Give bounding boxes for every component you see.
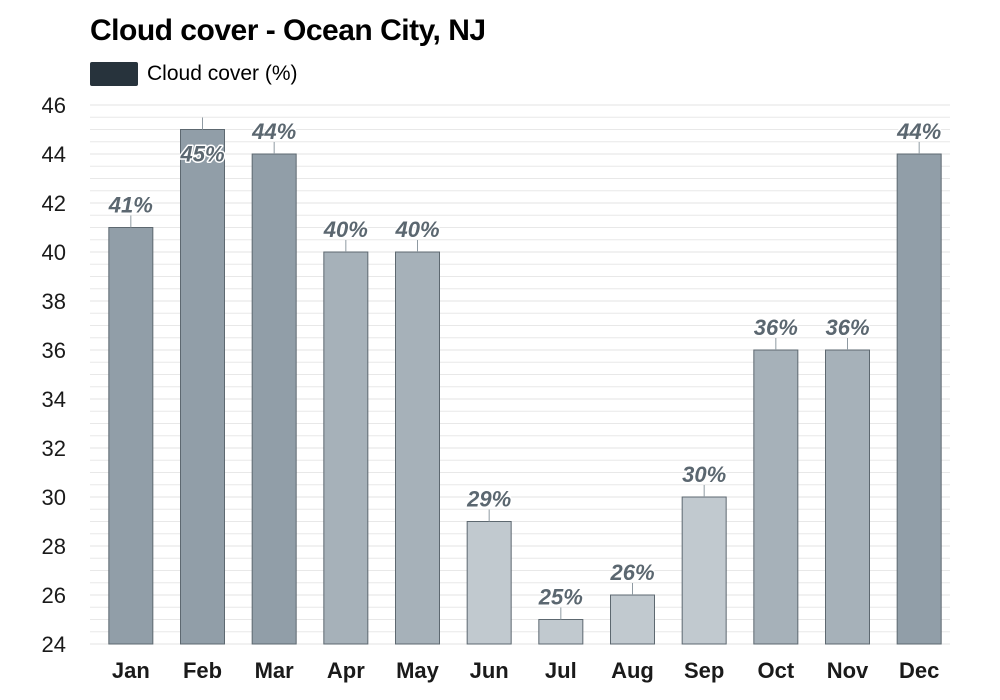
grid-layer bbox=[90, 104, 950, 645]
x-tick-label-sep: Sep bbox=[684, 658, 724, 683]
bar-may bbox=[395, 251, 440, 645]
x-tick-label-nov: Nov bbox=[827, 658, 869, 683]
x-tick-label-jan: Jan bbox=[112, 658, 150, 683]
data-label-oct: 36% bbox=[754, 315, 798, 340]
data-label-feb: 45% bbox=[179, 142, 224, 167]
data-label-nov: 36% bbox=[825, 315, 869, 340]
legend-label: Cloud cover (%) bbox=[147, 62, 298, 85]
x-tick-label-apr: Apr bbox=[327, 658, 365, 683]
x-tick-label-aug: Aug bbox=[611, 658, 654, 683]
y-tick-label: 44 bbox=[42, 142, 66, 167]
y-tick-label: 26 bbox=[42, 583, 66, 608]
y-tick-label: 46 bbox=[42, 93, 66, 118]
data-label-dec: 44% bbox=[896, 119, 941, 144]
x-tick-label-oct: Oct bbox=[757, 658, 794, 683]
bar-nov bbox=[825, 349, 870, 645]
y-tick-label: 34 bbox=[42, 387, 66, 412]
bar-jun bbox=[466, 521, 512, 645]
y-tick-label: 30 bbox=[42, 485, 66, 510]
bar-jul bbox=[538, 619, 584, 645]
y-tick-label: 24 bbox=[42, 632, 66, 657]
data-label-aug: 26% bbox=[609, 560, 654, 585]
bars-layer bbox=[108, 129, 942, 645]
bar-feb bbox=[180, 129, 225, 645]
legend-swatch bbox=[90, 62, 138, 86]
chart-title: Cloud cover - Ocean City, NJ bbox=[90, 14, 486, 47]
data-label-may: 40% bbox=[394, 217, 439, 242]
bar-jan bbox=[108, 227, 154, 645]
bar-dec bbox=[896, 153, 942, 645]
x-tick-label-may: May bbox=[396, 658, 440, 683]
bar-mar bbox=[251, 153, 297, 645]
y-tick-label: 32 bbox=[42, 436, 66, 461]
data-label-mar: 44% bbox=[251, 119, 296, 144]
x-tick-label-dec: Dec bbox=[899, 658, 939, 683]
data-label-jan: 41% bbox=[108, 193, 153, 218]
data-label-sep: 30% bbox=[682, 462, 726, 487]
y-tick-label: 42 bbox=[42, 191, 66, 216]
labels-layer: 41% 45% 44% 40% 40% 29% 25% 26% 30% 36% 36% 44% bbox=[106, 117, 943, 620]
bar-apr bbox=[323, 251, 369, 645]
data-label-jul: 25% bbox=[538, 585, 583, 610]
data-label-apr: 40% bbox=[323, 217, 368, 242]
x-tick-label-feb: Feb bbox=[183, 658, 222, 683]
y-tick-label: 38 bbox=[42, 289, 66, 314]
bar-oct bbox=[753, 349, 799, 645]
bar-aug bbox=[610, 594, 655, 645]
x-tick-label-mar: Mar bbox=[255, 658, 295, 683]
bar-sep bbox=[681, 496, 727, 645]
axis-layer: 24 26 28 30 32 34 36 38 40 42 44 46 Jan Feb Mar Apr May J… bbox=[42, 93, 940, 683]
data-label-jun: 29% bbox=[466, 487, 511, 512]
x-tick-label-jun: Jun bbox=[470, 658, 509, 683]
x-tick-label-jul: Jul bbox=[545, 658, 577, 683]
legend: Cloud cover (%) bbox=[90, 62, 298, 86]
y-tick-label: 40 bbox=[42, 240, 66, 265]
y-tick-label: 36 bbox=[42, 338, 66, 363]
y-tick-label: 28 bbox=[42, 534, 66, 559]
